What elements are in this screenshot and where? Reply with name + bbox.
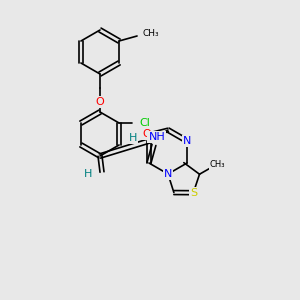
Text: O: O	[142, 129, 152, 139]
Text: H: H	[129, 133, 137, 143]
Text: N: N	[183, 136, 191, 146]
Text: CH₃: CH₃	[210, 160, 225, 169]
Text: CH₃: CH₃	[142, 29, 159, 38]
Text: S: S	[190, 188, 197, 198]
Text: NH: NH	[148, 132, 165, 142]
Text: Cl: Cl	[139, 118, 150, 128]
Text: N: N	[164, 169, 172, 179]
Text: O: O	[96, 97, 104, 107]
Text: H: H	[84, 169, 92, 179]
